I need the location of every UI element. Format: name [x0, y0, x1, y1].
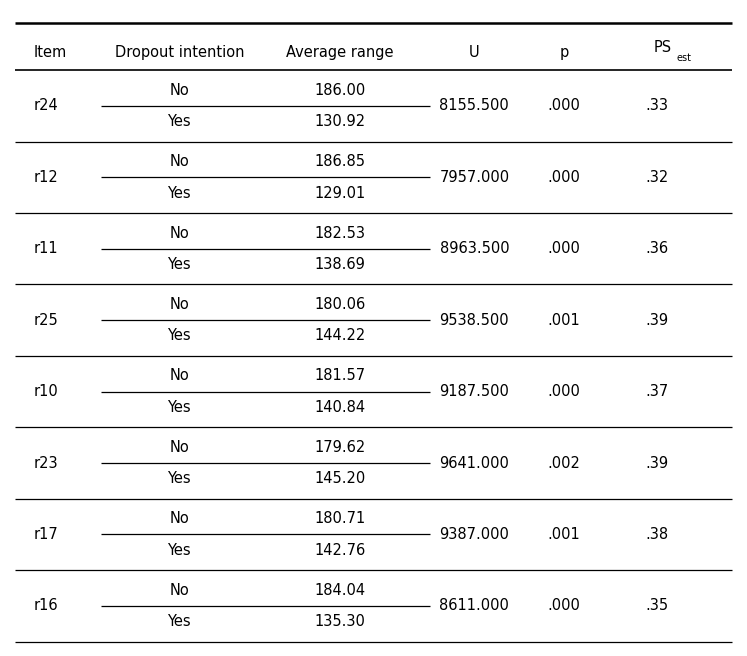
Text: No: No [170, 83, 189, 98]
Text: U: U [469, 45, 480, 60]
Text: 9641.000: 9641.000 [439, 455, 509, 470]
Text: No: No [170, 154, 189, 169]
Text: 142.76: 142.76 [314, 543, 365, 558]
Text: .000: .000 [548, 170, 580, 185]
Text: r16: r16 [34, 598, 58, 613]
Text: r25: r25 [34, 313, 58, 327]
Text: 181.57: 181.57 [314, 369, 365, 383]
Text: Yes: Yes [167, 114, 191, 129]
Text: No: No [170, 583, 189, 598]
Text: No: No [170, 440, 189, 455]
Text: 135.30: 135.30 [314, 614, 365, 629]
Text: Yes: Yes [167, 471, 191, 486]
Text: 8963.500: 8963.500 [439, 241, 509, 256]
Text: r23: r23 [34, 455, 58, 470]
Text: 8155.500: 8155.500 [439, 98, 509, 113]
Text: 138.69: 138.69 [314, 257, 365, 272]
Text: r10: r10 [34, 384, 58, 399]
Text: est: est [676, 53, 691, 64]
Text: .32: .32 [645, 170, 669, 185]
Text: Yes: Yes [167, 329, 191, 343]
Text: .37: .37 [645, 384, 669, 399]
Text: 9538.500: 9538.500 [439, 313, 509, 327]
Text: r12: r12 [34, 170, 58, 185]
Text: .39: .39 [646, 455, 669, 470]
Text: .001: .001 [548, 313, 580, 327]
Text: Yes: Yes [167, 543, 191, 558]
Text: 182.53: 182.53 [314, 226, 365, 241]
Text: .000: .000 [548, 98, 580, 113]
Text: Yes: Yes [167, 257, 191, 272]
Text: 145.20: 145.20 [314, 471, 365, 486]
Text: No: No [170, 511, 189, 526]
Text: .002: .002 [548, 455, 580, 470]
Text: No: No [170, 297, 189, 312]
Text: 179.62: 179.62 [314, 440, 365, 455]
Text: r11: r11 [34, 241, 58, 256]
Text: .001: .001 [548, 527, 580, 542]
Text: Yes: Yes [167, 400, 191, 415]
Text: 8611.000: 8611.000 [439, 598, 509, 613]
Text: .000: .000 [548, 384, 580, 399]
Text: .38: .38 [646, 527, 669, 542]
Text: .39: .39 [646, 313, 669, 327]
Text: .36: .36 [646, 241, 669, 256]
Text: 184.04: 184.04 [314, 583, 365, 598]
Text: r17: r17 [34, 527, 58, 542]
Text: 140.84: 140.84 [314, 400, 365, 415]
Text: 130.92: 130.92 [314, 114, 365, 129]
Text: PS: PS [654, 41, 672, 55]
Text: .35: .35 [646, 598, 669, 613]
Text: 180.71: 180.71 [314, 511, 365, 526]
Text: r24: r24 [34, 98, 58, 113]
Text: 129.01: 129.01 [314, 186, 365, 201]
Text: Dropout intention: Dropout intention [114, 45, 244, 60]
Text: 144.22: 144.22 [314, 329, 365, 343]
Text: No: No [170, 369, 189, 383]
Text: No: No [170, 226, 189, 241]
Text: 186.85: 186.85 [314, 154, 365, 169]
Text: 7957.000: 7957.000 [439, 170, 509, 185]
Text: Yes: Yes [167, 186, 191, 201]
Text: 186.00: 186.00 [314, 83, 365, 98]
Text: .000: .000 [548, 598, 580, 613]
Text: Average range: Average range [286, 45, 394, 60]
Text: 9387.000: 9387.000 [439, 527, 509, 542]
Text: 9187.500: 9187.500 [439, 384, 509, 399]
Text: Item: Item [34, 45, 67, 60]
Text: .000: .000 [548, 241, 580, 256]
Text: p: p [560, 45, 568, 60]
Text: 180.06: 180.06 [314, 297, 365, 312]
Text: Yes: Yes [167, 614, 191, 629]
Text: .33: .33 [646, 98, 669, 113]
